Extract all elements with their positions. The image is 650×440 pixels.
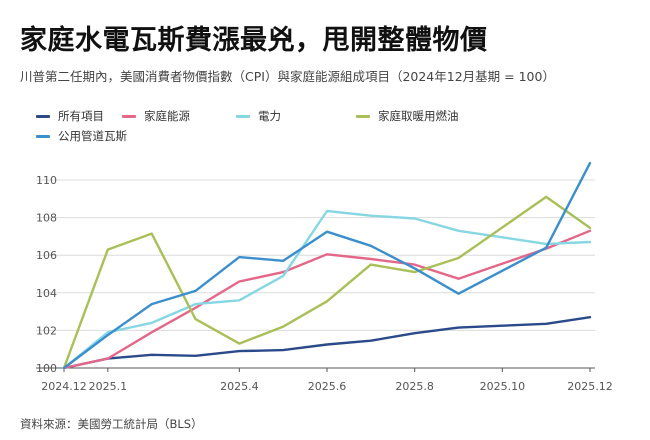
x-tick-label: 2025.1 (89, 380, 128, 393)
series-line-2 (62, 209, 592, 370)
x-tick-label: 2025.8 (395, 380, 434, 393)
series-line-0 (62, 316, 592, 370)
y-tick-label: 104 (36, 287, 57, 300)
x-tick-label: 2025.6 (308, 380, 347, 393)
y-tick-label: 102 (36, 324, 57, 337)
axes (36, 367, 595, 372)
y-tick-label: 108 (36, 212, 57, 225)
legend-item-all-items: 所有項目 (36, 108, 104, 124)
x-tick-label: 2024.12 (41, 380, 87, 393)
x-tick-label: 2025.12 (567, 380, 613, 393)
series-line-3 (62, 195, 592, 370)
legend-item-fuel-oil: 家庭取暖用燃油 (356, 108, 459, 124)
legend-label-all-items: 所有項目 (58, 109, 104, 123)
series-line-1 (62, 229, 592, 370)
legend-label-household-energy: 家庭能源 (144, 109, 190, 123)
legend-item-utility-gas: 公用管道瓦斯 (36, 128, 127, 144)
legend-label-fuel-oil: 家庭取暖用燃油 (378, 109, 459, 123)
series-line-4 (62, 161, 592, 370)
y-tick-label: 106 (36, 249, 57, 262)
grid-lines (36, 179, 595, 331)
legend-swatch-household-energy (122, 114, 136, 118)
legend-item-electricity: 電力 (236, 108, 281, 124)
x-tick-label: 2025.4 (220, 380, 259, 393)
data-source-note: 資料來源：美國勞工統計局（BLS） (20, 417, 203, 431)
series-lines (62, 161, 592, 370)
y-tick-label: 100 (36, 362, 57, 375)
legend-label-electricity: 電力 (258, 109, 281, 123)
y-tick-label: 110 (36, 174, 57, 187)
chart-subtitle: 川普第二任期內，美國消費者物價指數（CPI）與家庭能源組成項目（2024年12月… (20, 69, 555, 84)
legend-swatch-all-items (36, 114, 50, 118)
legend-label-utility-gas: 公用管道瓦斯 (58, 129, 127, 143)
legend-swatch-fuel-oil (356, 114, 370, 118)
legend-swatch-electricity (236, 114, 250, 118)
legend-item-household-energy: 家庭能源 (122, 108, 190, 124)
legend-swatch-utility-gas (36, 134, 50, 138)
tick-labels: 100 102 104 106 108 110 2024.12 2025.1 2025.4 202… (36, 174, 613, 393)
x-tick-label: 2025.10 (480, 380, 526, 393)
chart-title: 家庭水電瓦斯費漲最兇，甩開整體物價 (20, 25, 488, 56)
